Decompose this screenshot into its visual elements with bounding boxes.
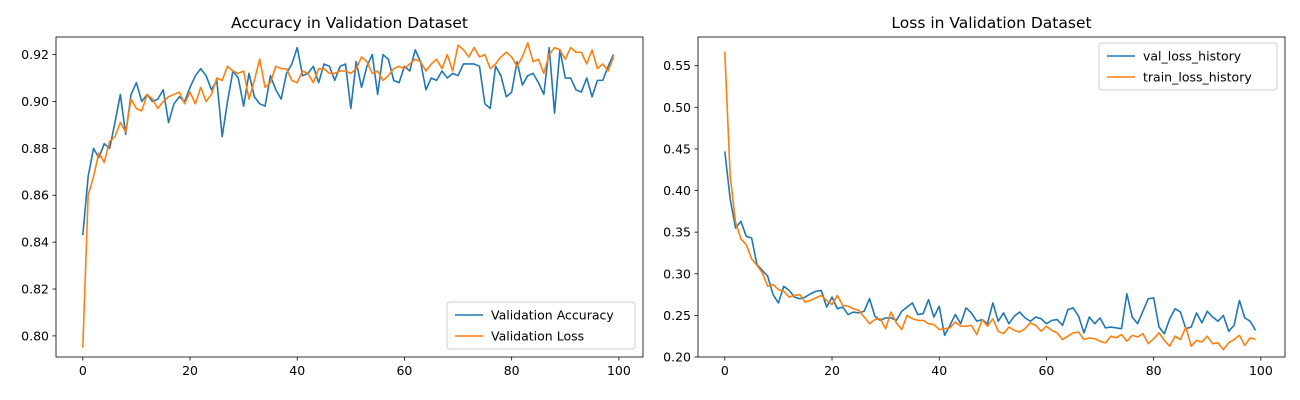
loss-x-tick-label: 20	[824, 363, 840, 378]
loss-y-tick-label: 0.30	[663, 266, 691, 281]
loss-legend-label-orange: train_loss_history	[1143, 70, 1252, 85]
loss-y-tick-label: 0.35	[663, 225, 691, 240]
accuracy-y-tick-label: 0.80	[21, 328, 49, 343]
accuracy-chart: Accuracy in Validation Dataset 0 20 40 60 80 1…	[21, 14, 644, 378]
loss-plot-area	[697, 36, 1286, 358]
accuracy-y-tick-label: 0.82	[21, 282, 49, 297]
loss-legend-label-blue: val_loss_history	[1143, 49, 1242, 64]
accuracy-y-tick-label: 0.92	[21, 47, 49, 62]
loss-chart: Loss in Validation Dataset 0 20 40 60 80 100 0.…	[663, 14, 1286, 378]
loss-chart-title: Loss in Validation Dataset	[891, 14, 1091, 32]
loss-x-tick-label: 40	[931, 363, 947, 378]
accuracy-x-tick-label: 80	[504, 363, 520, 378]
loss-x-tick-label: 80	[1146, 363, 1162, 378]
accuracy-y-tick-label: 0.88	[21, 141, 49, 156]
accuracy-x-tick-label: 20	[182, 363, 198, 378]
accuracy-x-tick-label: 0	[79, 363, 87, 378]
accuracy-y-tick-label: 0.86	[21, 188, 49, 203]
loss-y-tick-label: 0.50	[663, 100, 691, 115]
loss-x-tick-label: 0	[721, 363, 729, 378]
accuracy-series-orange-line	[82, 42, 615, 348]
loss-y-tick-label: 0.40	[663, 183, 691, 198]
loss-x-tick-label: 60	[1038, 363, 1054, 378]
accuracy-x-tick-label: 100	[607, 363, 631, 378]
accuracy-chart-title: Accuracy in Validation Dataset	[231, 14, 468, 32]
accuracy-series-blue-line	[82, 46, 615, 236]
accuracy-y-tick-label: 0.90	[21, 94, 49, 109]
loss-x-tick-label: 100	[1249, 363, 1273, 378]
accuracy-legend-box	[446, 301, 636, 350]
loss-series-orange-line	[724, 51, 1256, 351]
accuracy-legend-label-orange: Validation Loss	[491, 329, 584, 344]
accuracy-plot-area	[55, 36, 644, 358]
accuracy-legend-label-blue: Validation Accuracy	[491, 308, 614, 323]
loss-y-tick-label: 0.20	[663, 350, 691, 365]
loss-legend: val_loss_history train_loss_history	[1098, 42, 1278, 91]
accuracy-x-tick-label: 40	[289, 363, 305, 378]
loss-y-tick-label: 0.25	[663, 308, 691, 323]
accuracy-legend: Validation Accuracy Validation Loss	[446, 301, 636, 350]
accuracy-y-tick-label: 0.84	[21, 235, 49, 250]
loss-y-tick-label: 0.45	[663, 141, 691, 156]
loss-legend-box	[1098, 42, 1278, 91]
accuracy-x-tick-label: 60	[396, 363, 412, 378]
loss-series-blue-line	[724, 151, 1257, 337]
loss-y-tick-label: 0.55	[663, 58, 691, 73]
